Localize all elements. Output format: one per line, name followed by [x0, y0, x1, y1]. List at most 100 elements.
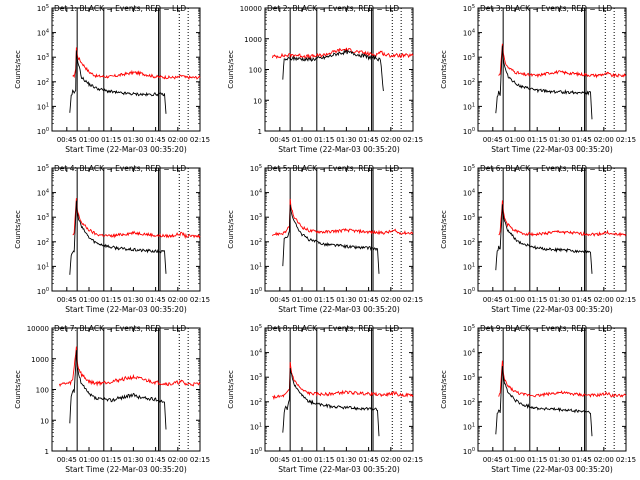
y-tick-label: 105 — [463, 324, 475, 333]
plot-frame — [51, 7, 201, 132]
y-tick-label: 10000 — [27, 325, 49, 333]
y-tick-label: 103 — [37, 53, 49, 62]
y-tick-label: 101 — [463, 262, 475, 271]
detector-panel-6: Det 6: BLACK = Events, RED = LLD 100 101 10… — [440, 164, 636, 314]
y-tick-label: 105 — [250, 164, 262, 173]
y-tick-label: 100 — [463, 287, 475, 296]
lld-series-line — [72, 47, 201, 81]
y-axis-label: Counts/sec — [14, 210, 22, 249]
x-tick-label: 00:45 — [483, 456, 503, 464]
x-tick-label: 01:00 — [292, 296, 312, 304]
y-tick-label: 101 — [250, 422, 262, 431]
y-tick-label: 104 — [250, 189, 262, 198]
panel-title: Det 9: BLACK = Events, RED = LLD — [480, 324, 612, 333]
x-tick-label: 02:00 — [168, 296, 188, 304]
panel-title: Det 7: BLACK = Events, RED = LLD — [54, 324, 186, 333]
y-tick-label: 1000 — [31, 356, 49, 364]
panel-title: Det 6: BLACK = Events, RED = LLD — [480, 164, 612, 173]
lld-series-line — [498, 200, 627, 238]
y-tick-label: 104 — [37, 189, 49, 198]
x-tick-label: 01:15 — [527, 456, 547, 464]
x-tick-label: 00:45 — [270, 456, 290, 464]
lld-series-line — [272, 198, 414, 237]
y-tick-label: 103 — [463, 53, 475, 62]
x-tick-label: 02:15 — [616, 296, 636, 304]
y-axis-label: Counts/sec — [14, 50, 22, 89]
x-tick-label: 01:30 — [549, 456, 569, 464]
events-series-line — [69, 50, 167, 114]
x-tick-label: 01:30 — [123, 136, 143, 144]
y-tick-label: 10000 — [240, 5, 262, 13]
panel-title: Det 4: BLACK = Events, RED = LLD — [54, 164, 186, 173]
events-series-line — [282, 204, 380, 274]
y-tick-label: 1000 — [244, 36, 262, 44]
x-tick-label: 01:00 — [505, 296, 525, 304]
x-tick-label: 01:45 — [359, 296, 379, 304]
x-axis-label: Start Time (22-Mar-03 00:35:20) — [65, 465, 187, 474]
y-axis-label: Counts/sec — [14, 370, 22, 409]
panel-title: Det 2: BLACK = Events, RED = LLD — [267, 4, 399, 13]
y-tick-label: 105 — [37, 164, 49, 173]
y-axis-label: Counts/sec — [227, 210, 235, 249]
y-tick-label: 104 — [250, 349, 262, 358]
detector-panel-8: Det 8: BLACK = Events, RED = LLD 100 101 10… — [227, 324, 423, 474]
y-tick-label: 101 — [250, 262, 262, 271]
x-tick-label: 00:45 — [57, 136, 77, 144]
events-series-line — [69, 200, 167, 275]
detector-panel-7: Det 7: BLACK = Events, RED = LLD 1 10 100 10… — [14, 324, 210, 474]
x-axis-label: Start Time (22-Mar-03 00:35:20) — [278, 465, 400, 474]
x-tick-label: 02:15 — [616, 456, 636, 464]
y-tick-label: 100 — [250, 447, 262, 456]
x-tick-label: 00:45 — [57, 456, 77, 464]
y-tick-label: 100 — [37, 287, 49, 296]
detector-panel-1: Det 1: BLACK = Events, RED = LLD 100 101 10… — [14, 4, 210, 154]
x-tick-label: 01:15 — [101, 136, 121, 144]
y-tick-label: 103 — [463, 373, 475, 382]
x-axis-label: Start Time (22-Mar-03 00:35:20) — [491, 145, 613, 154]
plot-frame — [51, 167, 201, 292]
x-tick-label: 01:00 — [79, 456, 99, 464]
y-tick-label: 105 — [37, 4, 49, 13]
lld-series-line — [272, 361, 414, 401]
x-axis-label: Start Time (22-Mar-03 00:35:20) — [65, 145, 187, 154]
x-tick-label: 01:45 — [146, 136, 166, 144]
y-tick-label: 103 — [463, 213, 475, 222]
detector-panel-2: Det 2: BLACK = Events, RED = LLD 1 10 100 10… — [227, 4, 423, 154]
x-tick-label: 01:15 — [101, 456, 121, 464]
plot-frame — [264, 7, 414, 132]
x-tick-label: 01:30 — [123, 296, 143, 304]
x-axis-label: Start Time (22-Mar-03 00:35:20) — [491, 305, 613, 314]
y-tick-label: 100 — [37, 127, 49, 136]
events-series-line — [495, 365, 593, 437]
x-tick-label: 01:45 — [146, 296, 166, 304]
y-tick-label: 100 — [249, 67, 262, 75]
y-tick-label: 10 — [40, 417, 49, 425]
lld-series-line — [498, 43, 626, 79]
y-axis-label: Counts/sec — [440, 210, 448, 249]
y-tick-label: 101 — [37, 262, 49, 271]
events-series-line — [282, 49, 384, 92]
x-tick-label: 01:15 — [314, 456, 334, 464]
events-series-line — [282, 368, 380, 437]
y-tick-label: 1 — [45, 448, 49, 456]
panel-title: Det 5: BLACK = Events, RED = LLD — [267, 164, 399, 173]
panel-title: Det 1: BLACK = Events, RED = LLD — [54, 4, 186, 13]
detector-panel-3: Det 3: BLACK = Events, RED = LLD 100 101 10… — [440, 4, 636, 154]
x-tick-label: 02:00 — [381, 456, 401, 464]
x-axis-label: Start Time (22-Mar-03 00:35:20) — [491, 465, 613, 474]
detector-panel-4: Det 4: BLACK = Events, RED = LLD 100 101 10… — [14, 164, 210, 314]
x-tick-label: 01:15 — [527, 296, 547, 304]
x-tick-label: 01:45 — [359, 136, 379, 144]
x-tick-label: 00:45 — [57, 296, 77, 304]
x-tick-label: 01:30 — [123, 456, 143, 464]
x-tick-label: 02:00 — [168, 136, 188, 144]
x-tick-label: 01:00 — [505, 136, 525, 144]
x-tick-label: 00:45 — [270, 296, 290, 304]
x-tick-label: 01:00 — [505, 456, 525, 464]
plot-frame — [264, 167, 414, 292]
x-tick-label: 01:45 — [359, 456, 379, 464]
x-tick-label: 02:00 — [594, 456, 614, 464]
y-tick-label: 102 — [250, 238, 262, 247]
x-tick-label: 01:30 — [336, 296, 356, 304]
